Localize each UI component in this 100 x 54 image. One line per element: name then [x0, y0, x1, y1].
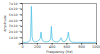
svg-text:3×10⁻⁴: 3×10⁻⁴: [9, 24, 21, 28]
svg-text:4×10⁻⁴: 4×10⁻⁴: [9, 19, 21, 23]
svg-text:0: 0: [21, 45, 23, 49]
svg-text:0: 0: [18, 42, 20, 46]
svg-text:2×10⁻⁴: 2×10⁻⁴: [9, 30, 21, 34]
svg-text:400: 400: [49, 45, 56, 49]
svg-text:Frequency (Hz): Frequency (Hz): [46, 50, 73, 54]
svg-text:200: 200: [34, 45, 41, 49]
svg-text:1000: 1000: [92, 45, 100, 49]
svg-text:7×10⁻⁴: 7×10⁻⁴: [9, 2, 21, 6]
svg-text:5×10⁻⁴: 5×10⁻⁴: [9, 13, 21, 17]
svg-text:Amplitude: Amplitude: [3, 15, 7, 31]
svg-text:600: 600: [64, 45, 71, 49]
svg-text:800: 800: [78, 45, 85, 49]
svg-text:6×10⁻⁴: 6×10⁻⁴: [9, 7, 21, 11]
svg-text:1×10⁻⁴: 1×10⁻⁴: [9, 36, 21, 40]
